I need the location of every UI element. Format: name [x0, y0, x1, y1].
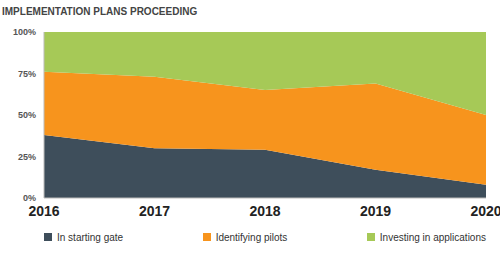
- html-text:In starting gate: In starting gate: [57, 231, 124, 243]
- svg-text:2020: 2020: [470, 203, 492, 219]
- svg-text:2019: 2019: [360, 203, 391, 219]
- svg-text:75%: 75%: [18, 69, 36, 79]
- svg-text:50%: 50%: [18, 110, 36, 120]
- svg-text:2017: 2017: [139, 203, 170, 219]
- svg-text:100%: 100%: [13, 27, 36, 37]
- svg-text:0%: 0%: [23, 193, 36, 203]
- html-text:Investing in applications: Investing in applications: [379, 231, 486, 243]
- html-text:IMPLEMENTATION PLANS PROCEEDIN: IMPLEMENTATION PLANS PROCEEDING: [2, 6, 198, 17]
- html-text:Identifying pilots: Identifying pilots: [215, 231, 288, 243]
- svg-text:25%: 25%: [18, 152, 36, 162]
- svg-text:2016: 2016: [28, 203, 59, 219]
- svg-text:2018: 2018: [249, 203, 280, 219]
